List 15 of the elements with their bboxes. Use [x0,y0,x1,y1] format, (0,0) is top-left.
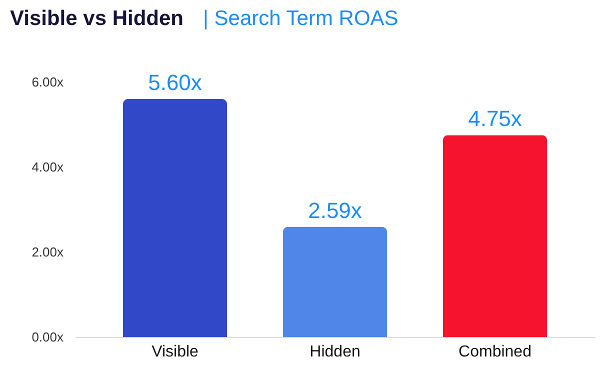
data-label: 4.75x [468,106,522,132]
x-tick-label: Visible [152,344,199,360]
chart-title: Visible vs Hidden [10,7,184,30]
y-tick-label: 4.00x [32,160,64,174]
bar [123,99,227,337]
bar [283,226,387,337]
chart-subtitle: | Search Term ROAS [203,7,398,30]
x-tick-label: Hidden [310,344,360,360]
y-tick-label: 2.00x [32,244,64,260]
bar [443,135,547,337]
y-tick-label: 6.00x [32,74,64,90]
y-tick-label: 0.00x [32,330,64,344]
x-tick-label: Combined [458,344,532,360]
data-label: 5.60x [148,70,202,95]
data-label: 2.59x [308,198,362,223]
